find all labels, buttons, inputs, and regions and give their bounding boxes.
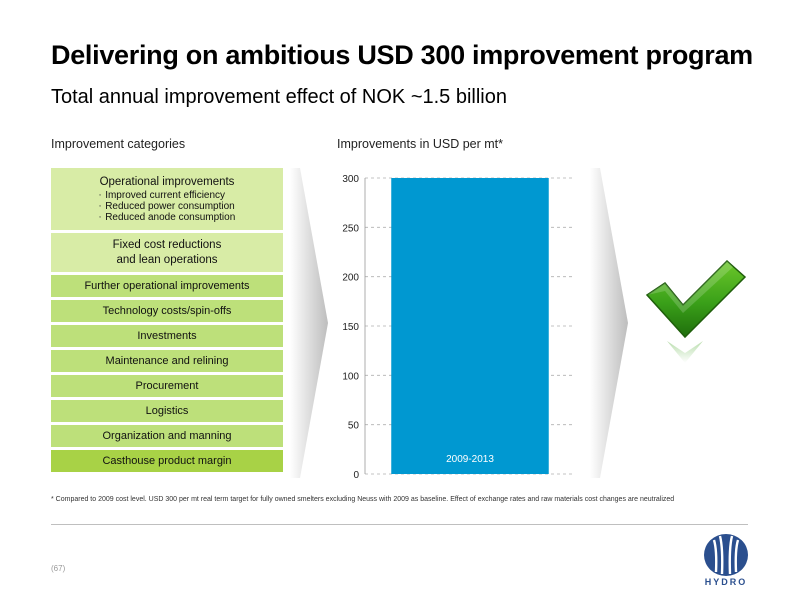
logo-wordmark: HYDRO <box>704 577 748 587</box>
category-operational: Operational improvements Improved curren… <box>51 168 283 233</box>
y-tick-label: 150 <box>342 322 359 333</box>
category-label: 2009-2013 <box>446 454 494 465</box>
page-subtitle: Total annual improvement effect of NOK ~… <box>51 86 507 108</box>
footnote: * Compared to 2009 cost level. USD 300 p… <box>51 496 675 503</box>
chart-bars: 2009-2013 <box>391 178 549 474</box>
category-fixed-cost-line: and lean operations <box>116 253 218 266</box>
page-title: Delivering on ambitious USD 300 improvem… <box>51 40 753 70</box>
chevron-arrow-icon <box>590 168 628 478</box>
chart-title: Improvements in USD per mt* <box>337 137 504 151</box>
y-tick-label: 200 <box>342 273 359 284</box>
category-item: Procurement <box>51 375 283 400</box>
y-tick-label: 50 <box>348 421 360 432</box>
y-tick-label: 100 <box>342 371 359 382</box>
category-item: Maintenance and relining <box>51 350 283 375</box>
chart-y-ticks: 0 50 100 150 200 250 300 <box>342 174 359 480</box>
category-subitem: Improved current efficiency <box>99 190 236 201</box>
category-subitem: Reduced power consumption <box>99 201 236 212</box>
category-item: Organization and manning <box>51 425 283 450</box>
page-number: (67) <box>51 564 66 573</box>
category-item: Technology costs/spin-offs <box>51 300 283 325</box>
category-subitem: Reduced anode consumption <box>99 212 235 223</box>
category-fixed-cost-line: Fixed cost reductions <box>112 238 222 251</box>
category-item: Casthouse product margin <box>51 450 283 475</box>
check-icon <box>645 259 747 363</box>
footer-divider <box>51 524 748 525</box>
categories-heading: Improvement categories <box>51 137 186 151</box>
category-item: Further operational improvements <box>51 275 283 300</box>
category-item: Investments <box>51 325 283 350</box>
y-tick-label: 0 <box>353 470 359 480</box>
y-tick-label: 300 <box>342 174 359 185</box>
category-list: Operational improvements Improved curren… <box>51 168 283 475</box>
category-item: Logistics <box>51 400 283 425</box>
category-fixed-cost: Fixed cost reductions and lean operation… <box>51 233 283 275</box>
bar <box>391 178 549 474</box>
chevron-arrow-icon <box>290 168 328 478</box>
category-operational-label: Operational improvements <box>99 175 235 188</box>
category-operational-items: Improved current efficiency Reduced powe… <box>99 190 236 223</box>
hydro-logo-icon <box>704 534 748 576</box>
bar-chart: 2009-2013 0 50 100 150 200 250 300 <box>342 174 575 480</box>
y-tick-label: 250 <box>342 223 359 234</box>
